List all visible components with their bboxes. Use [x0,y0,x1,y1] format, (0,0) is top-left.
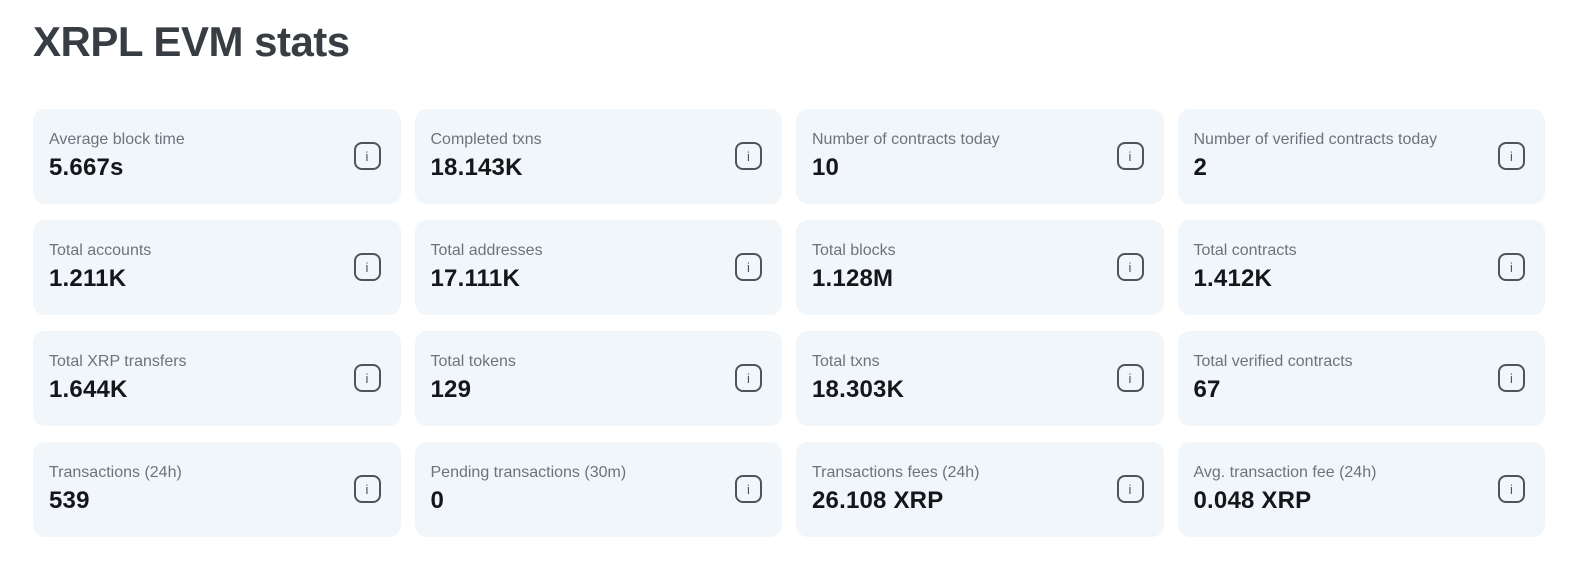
stat-value: 129 [430,376,472,404]
stats-page: XRPL EVM stats Average block time 5.667s… [0,16,1570,568]
stat-text: Total accounts 1.211K [49,240,151,294]
info-icon[interactable]: i [1498,364,1525,392]
stats-grid: Average block time 5.667s i Completed tx… [33,108,1545,537]
stat-card-total-contracts: Total contracts 1.412K i [1177,219,1545,315]
stat-value: 5.667s [49,154,124,182]
stat-card-total-xrp-transfers: Total XRP transfers 1.644K i [33,330,401,426]
stat-label: Completed txns [430,130,542,148]
stat-label: Number of contracts today [812,130,1000,148]
stat-text: Total tokens 129 [431,351,516,405]
info-icon[interactable]: i [735,475,762,503]
stat-value: 1.128M [812,265,894,293]
info-icon[interactable]: i [353,253,381,281]
stat-label: Total addresses [430,241,543,259]
stat-card-total-addresses: Total addresses 17.111K i [414,219,782,315]
stat-card-total-verified-contracts: Total verified contracts 67 i [1177,330,1545,426]
stat-label: Total accounts [49,241,152,259]
stat-label: Average block time [49,130,185,148]
stat-text: Total contracts 1.412K [1194,240,1297,294]
stat-card-total-txns: Total txns 18.303K i [796,330,1164,426]
info-icon[interactable]: i [1498,253,1525,281]
stat-text: Total blocks 1.128M [812,240,896,294]
stat-value: 17.111K [430,265,520,293]
stat-value: 0 [430,487,445,515]
stat-text: Total addresses 17.111K [431,240,543,294]
stat-value: 26.108 XRP [812,487,944,515]
info-icon[interactable]: i [353,364,381,392]
stat-card-completed-txns: Completed txns 18.143K i [414,108,782,204]
info-icon[interactable]: i [353,475,381,503]
stat-value: 18.143K [430,154,523,182]
stat-text: Pending transactions (30m) 0 [431,462,627,516]
info-icon[interactable]: i [735,253,762,281]
stat-text: Average block time 5.667s [49,129,185,183]
stat-text: Completed txns 18.143K [431,129,542,183]
stat-card-contracts-today: Number of contracts today 10 i [796,108,1164,204]
info-icon[interactable]: i [735,364,762,392]
stat-label: Total blocks [812,241,896,259]
page-title: XRPL EVM stats [33,18,350,65]
stat-text: Total XRP transfers 1.644K [49,351,187,405]
stat-label: Total XRP transfers [49,352,187,370]
stat-value: 2 [1193,154,1208,182]
info-icon[interactable]: i [1116,142,1144,170]
stat-text: Total txns 18.303K [812,351,904,405]
stat-value: 1.412K [1193,265,1273,293]
stat-text: Total verified contracts 67 [1194,351,1353,405]
stat-label: Transactions fees (24h) [812,463,980,481]
stat-card-verified-contracts-today: Number of verified contracts today 2 i [1177,108,1545,204]
info-icon[interactable]: i [1498,142,1525,170]
stat-card-transactions-24h: Transactions (24h) 539 i [33,441,401,537]
stat-text: Number of verified contracts today 2 [1194,129,1438,183]
stat-value: 18.303K [812,376,905,404]
stat-text: Transactions fees (24h) 26.108 XRP [812,462,979,516]
stat-value: 0.048 XRP [1193,487,1312,515]
stat-card-total-accounts: Total accounts 1.211K i [33,219,401,315]
info-icon[interactable]: i [1498,475,1525,503]
stat-card-total-blocks: Total blocks 1.128M i [796,219,1164,315]
stat-label: Number of verified contracts today [1193,130,1438,148]
info-icon[interactable]: i [1116,253,1144,281]
stat-value: 539 [49,487,90,515]
stat-value: 1.211K [49,265,127,293]
info-icon[interactable]: i [1116,364,1144,392]
stat-text: Avg. transaction fee (24h) 0.048 XRP [1194,462,1377,516]
stat-card-avg-transaction-fee-24h: Avg. transaction fee (24h) 0.048 XRP i [1177,441,1545,537]
stat-card-average-block-time: Average block time 5.667s i [33,108,401,204]
stat-value: 67 [1193,376,1221,404]
info-icon[interactable]: i [735,142,762,170]
stat-label: Total contracts [1193,241,1297,259]
stat-card-pending-transactions-30m: Pending transactions (30m) 0 i [414,441,782,537]
info-icon[interactable]: i [353,142,381,170]
stat-label: Total tokens [430,352,516,370]
stat-card-total-tokens: Total tokens 129 i [414,330,782,426]
stat-card-transactions-fees-24h: Transactions fees (24h) 26.108 XRP i [796,441,1164,537]
stat-value: 10 [812,154,840,182]
stat-label: Pending transactions (30m) [430,463,627,481]
stat-value: 1.644K [49,376,128,404]
stat-label: Total txns [812,352,880,370]
info-icon[interactable]: i [1116,475,1144,503]
stat-label: Transactions (24h) [49,463,182,481]
stat-text: Number of contracts today 10 [812,129,1000,183]
stat-text: Transactions (24h) 539 [49,462,182,516]
stat-label: Avg. transaction fee (24h) [1193,463,1377,481]
stat-label: Total verified contracts [1193,352,1353,370]
